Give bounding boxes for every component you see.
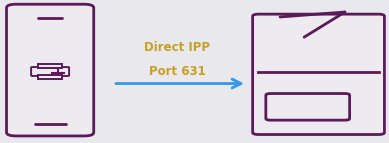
FancyBboxPatch shape [31, 67, 69, 76]
FancyBboxPatch shape [266, 94, 350, 120]
Bar [38, 75, 62, 79]
FancyBboxPatch shape [7, 4, 94, 136]
FancyBboxPatch shape [252, 14, 384, 135]
Text: Port 631: Port 631 [149, 65, 205, 78]
Text: Direct IPP: Direct IPP [144, 41, 210, 54]
Bar [38, 64, 62, 68]
